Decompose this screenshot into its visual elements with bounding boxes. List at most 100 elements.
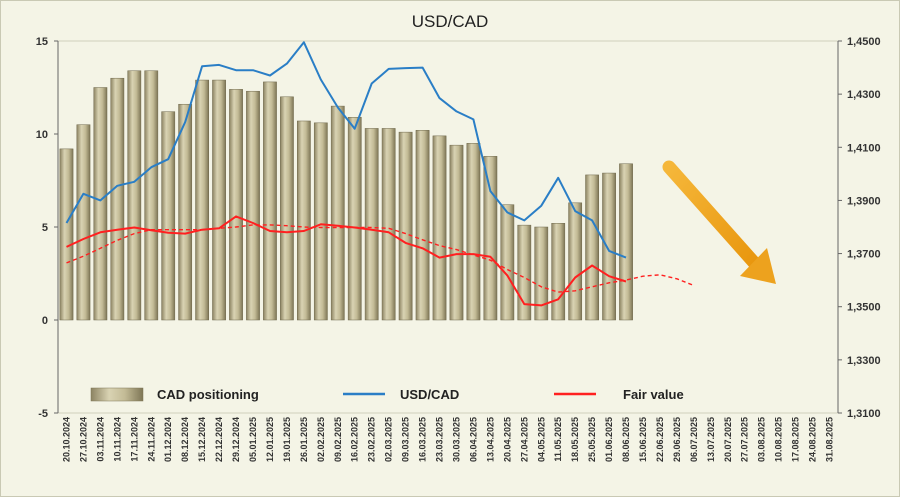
- right-axis: 1,3100 1,3300 1,3500 1,3700 1,3900 1,4100 1,43…: [837, 36, 881, 420]
- trend-arrow: [662, 160, 776, 284]
- bar-cad-positioning: [212, 79, 226, 321]
- bar-cad-positioning: [297, 120, 311, 321]
- x-axis-tick-label: 18.05.2025: [570, 417, 580, 462]
- x-axis-tick-label: 10.08.2025: [774, 417, 784, 462]
- x-axis-tick-label: 15.06.2025: [638, 417, 648, 462]
- bar-cad-positioning: [568, 202, 583, 321]
- bar-cad-positioning: [364, 128, 379, 321]
- left-axis: -5 0 5 10 15: [36, 36, 59, 420]
- x-axis-tick-label: 19.01.2025: [282, 417, 292, 462]
- left-axis-tick-label: -5: [38, 408, 48, 420]
- legend-label-usdcad: USD/CAD: [400, 387, 459, 402]
- bar-cad-positioning: [330, 105, 345, 321]
- x-axis-tick-label: 23.02.2025: [367, 417, 377, 462]
- bar-cad-positioning: [517, 224, 532, 321]
- x-axis-tick-label: 13.07.2025: [706, 417, 716, 462]
- legend-label-fair-value: Fair value: [623, 387, 684, 402]
- bar-cad-positioning: [263, 81, 277, 321]
- legend-label-cad-positioning: CAD positioning: [157, 387, 259, 402]
- x-axis-tick-label: 02.03.2025: [384, 417, 394, 462]
- x-axis-tick-label: 29.06.2025: [672, 417, 682, 462]
- x-axis-tick-label: 08.06.2025: [621, 417, 631, 462]
- x-axis-tick-label: 22.12.2024: [214, 417, 224, 462]
- left-axis-tick-label: 0: [42, 315, 48, 327]
- bar-cad-positioning: [76, 124, 91, 321]
- bar-cad-positioning: [178, 103, 193, 321]
- right-axis-tick-label: 1,3700: [847, 249, 881, 261]
- x-axis-tick-label: 01.12.2024: [163, 417, 173, 462]
- x-axis-tick-label: 06.04.2025: [468, 417, 478, 462]
- x-axis-tick-label: 25.05.2025: [587, 417, 597, 462]
- x-axis-tick-label: 02.02.2025: [316, 417, 326, 462]
- bar-cad-positioning: [127, 70, 142, 321]
- bar-cad-positioning: [500, 204, 515, 321]
- x-axis-tick-label: 17.08.2025: [791, 417, 801, 462]
- line-series-group: [65, 41, 695, 307]
- x-axis-tick-label: 13.04.2025: [485, 417, 495, 462]
- right-axis-tick-label: 1,4500: [847, 36, 881, 48]
- x-axis-tick-label: 04.05.2025: [536, 417, 546, 462]
- bar-cad-positioning: [619, 163, 633, 321]
- x-axis-labels: 20.10.2024 27.10.2024 03.11.2024 10.11.2024…: [61, 417, 834, 462]
- x-axis-tick-label: 08.12.2024: [180, 417, 190, 462]
- left-axis-tick-label: 15: [36, 36, 48, 48]
- x-axis-tick-label: 16.02.2025: [350, 417, 360, 462]
- bar-cad-positioning: [398, 131, 413, 321]
- left-axis-tick-label: 10: [36, 129, 48, 141]
- left-axis-tick-label: 5: [42, 222, 48, 234]
- right-axis-tick-label: 1,3100: [847, 408, 881, 420]
- x-axis-tick-label: 03.11.2024: [95, 417, 105, 462]
- bar-cad-positioning: [534, 226, 549, 321]
- line-usdcad: [65, 41, 627, 259]
- legend-swatch-cad-positioning: [90, 387, 144, 402]
- x-axis-tick-label: 11.05.2025: [553, 417, 563, 462]
- trend-arrow-shaft: [662, 160, 765, 274]
- bar-cad-positioning: [483, 156, 498, 321]
- x-axis-tick-label: 20.10.2024: [61, 417, 71, 462]
- bar-cad-positioning: [110, 77, 125, 321]
- x-axis-tick-label: 20.04.2025: [502, 417, 512, 462]
- right-axis-tick-label: 1,3900: [847, 195, 881, 207]
- x-axis-tick-label: 23.03.2025: [435, 417, 445, 462]
- x-axis-tick-label: 17.11.2024: [129, 417, 139, 462]
- x-axis-tick-label: 12.01.2025: [265, 417, 275, 462]
- right-axis-tick-label: 1,3300: [847, 355, 881, 367]
- x-axis-tick-label: 27.10.2024: [78, 417, 88, 462]
- bar-cad-positioning: [161, 111, 176, 321]
- x-axis-tick-label: 09.02.2025: [333, 417, 343, 462]
- bar-cad-positioning: [466, 143, 481, 321]
- x-axis-tick-label: 16.03.2025: [418, 417, 428, 462]
- x-axis-tick-label: 22.06.2025: [655, 417, 665, 462]
- trend-arrow-head: [740, 248, 776, 284]
- bar-cad-positioning: [602, 172, 616, 321]
- line-fair-value-projection: [66, 224, 695, 293]
- bar-cad-positioning: [144, 70, 159, 321]
- x-axis-tick-label: 26.01.2025: [299, 417, 309, 462]
- bar-cad-positioning: [585, 174, 599, 321]
- right-axis-tick-label: 1,4300: [847, 89, 881, 101]
- bar-cad-positioning: [246, 90, 260, 321]
- line-fair-value: [66, 215, 627, 307]
- bar-cad-positioning: [59, 148, 74, 321]
- x-axis-tick-label: 01.06.2025: [604, 417, 614, 462]
- bar-cad-positioning: [229, 89, 243, 321]
- bar-cad-positioning: [93, 87, 108, 321]
- bar-cad-positioning: [280, 96, 294, 321]
- x-axis-tick-label: 05.01.2025: [248, 417, 258, 462]
- x-axis-tick-label: 06.07.2025: [689, 417, 699, 462]
- x-axis-tick-label: 24.08.2025: [808, 417, 818, 462]
- x-axis-tick-label: 27.04.2025: [519, 417, 529, 462]
- bar-cad-positioning: [432, 135, 447, 321]
- x-axis-tick-label: 27.07.2025: [740, 417, 750, 462]
- x-axis-tick-label: 10.11.2024: [112, 417, 122, 462]
- x-axis-tick-label: 30.03.2025: [451, 417, 461, 462]
- x-axis-tick-label: 29.12.2024: [231, 417, 241, 462]
- bar-cad-positioning: [551, 223, 566, 321]
- bar-cad-positioning: [449, 144, 464, 321]
- bar-cad-positioning: [415, 130, 430, 321]
- x-axis-tick-label: 31.08.2025: [825, 417, 835, 462]
- bar-cad-positioning: [381, 128, 396, 321]
- bar-cad-positioning: [313, 122, 328, 321]
